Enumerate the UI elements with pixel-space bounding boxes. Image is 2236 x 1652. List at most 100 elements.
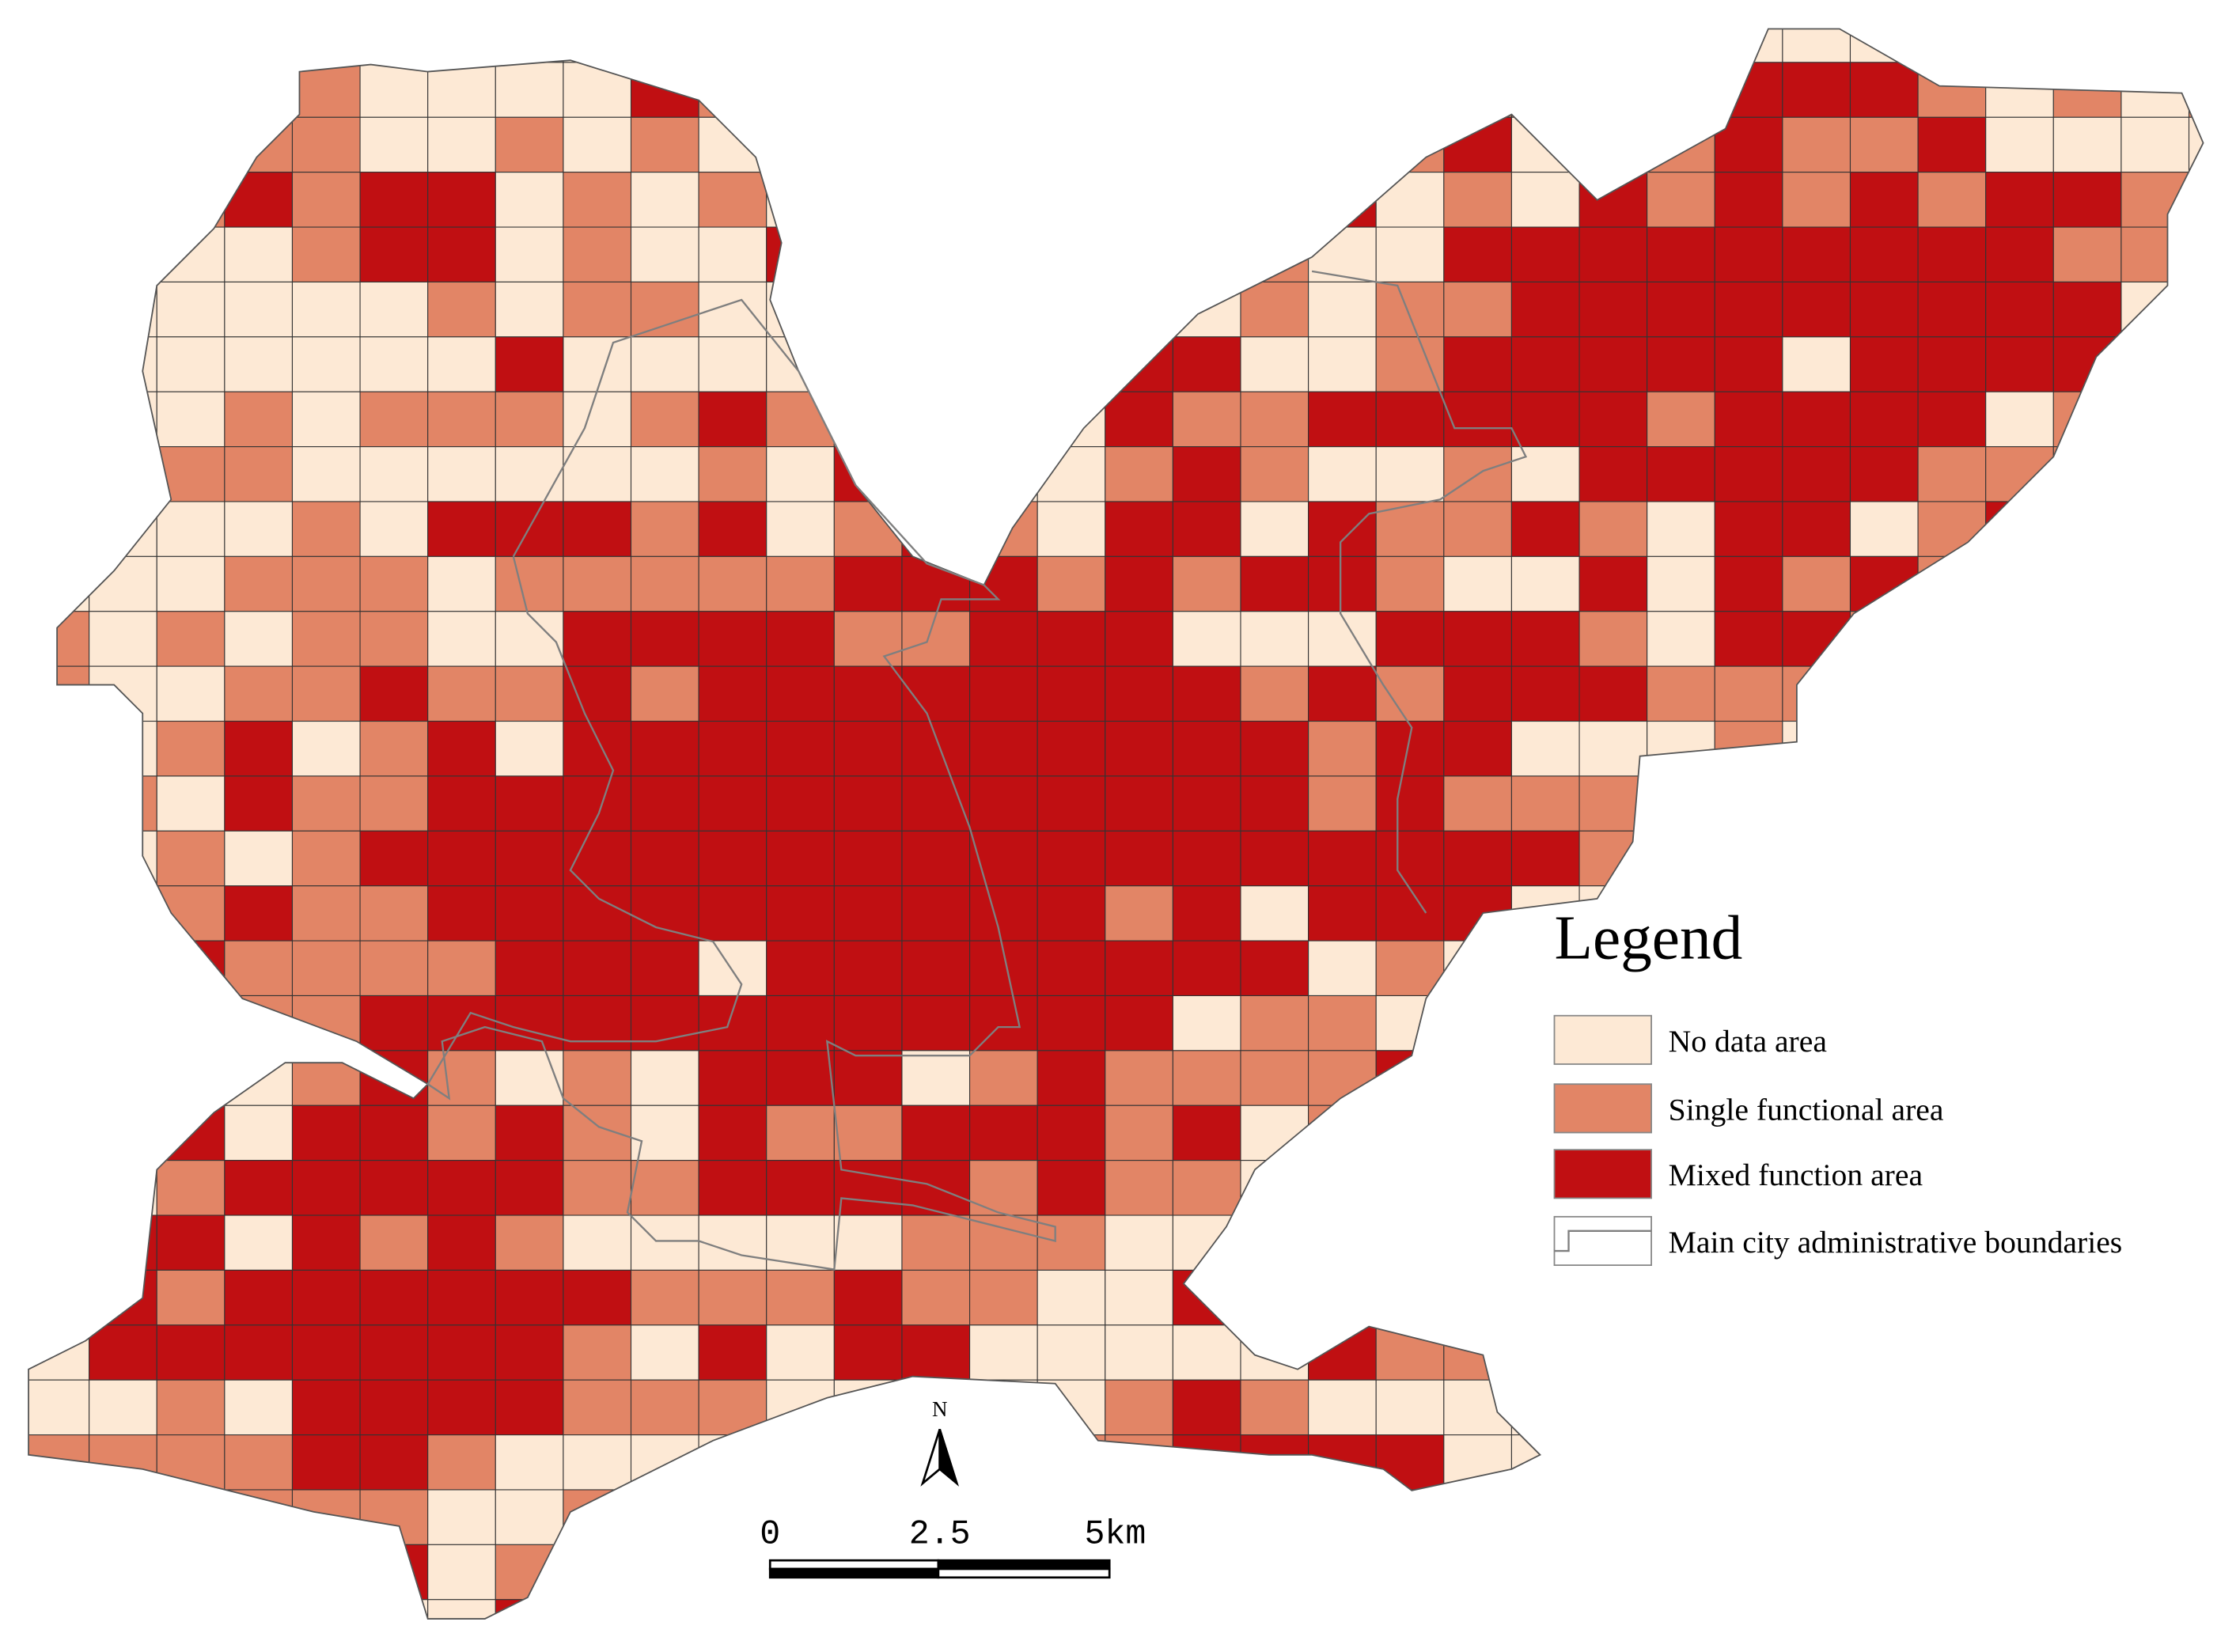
- grid-cell: [630, 1214, 699, 1271]
- grid-cell: [833, 1104, 903, 1161]
- grid-cell: [427, 1434, 496, 1491]
- grid-cell: [156, 1324, 225, 1381]
- scale-segment: [768, 1559, 940, 1571]
- grid-cell: [766, 1160, 835, 1216]
- grid-cell: [1917, 116, 1987, 173]
- grid-cell: [495, 172, 564, 228]
- grid-cell: [1714, 611, 1783, 667]
- grid-cell: [495, 336, 564, 392]
- grid-cell: [224, 336, 294, 392]
- grid-cell: [291, 446, 361, 502]
- grid-cell: [291, 555, 361, 612]
- grid-cell: [1714, 665, 1783, 722]
- grid-cell: [698, 501, 767, 557]
- grid-cell: [291, 940, 361, 997]
- grid-cell: [563, 1050, 632, 1106]
- grid-cell: [1037, 1104, 1106, 1161]
- grid-cell: [1037, 501, 1106, 557]
- grid-cell: [563, 501, 632, 557]
- grid-cell: [495, 1104, 564, 1161]
- grid-cell: [630, 830, 699, 887]
- grid-cell: [698, 281, 767, 338]
- grid-cell: [1443, 665, 1512, 722]
- grid-cell: [224, 226, 294, 282]
- grid-cell: [698, 172, 767, 228]
- grid-cell: [224, 1269, 294, 1326]
- grid-cell: [833, 555, 903, 612]
- grid-cell: [766, 1050, 835, 1106]
- grid-cell: [698, 1324, 767, 1381]
- grid-cell: [1308, 995, 1377, 1051]
- grid-cell: [1849, 172, 1919, 228]
- grid-cell: [291, 116, 361, 173]
- grid-cell: [833, 1269, 903, 1326]
- grid-cell: [1849, 281, 1919, 338]
- grid-cell: [1510, 775, 1580, 832]
- grid-cell: [1917, 172, 1987, 228]
- grid-cell: [901, 940, 971, 997]
- grid-cell: [1240, 775, 1309, 832]
- grid-cell: [495, 555, 564, 612]
- grid-cell: [427, 1599, 496, 1620]
- grid-cell: [427, 62, 496, 118]
- grid-cell: [359, 555, 429, 612]
- grid-cell: [1308, 501, 1377, 557]
- grid-cell: [1308, 611, 1377, 667]
- grid-cell: [766, 720, 835, 777]
- grid-cell: [359, 611, 429, 667]
- grid-cell: [698, 1269, 767, 1326]
- grid-cell: [359, 940, 429, 997]
- grid-cell: [1917, 281, 1987, 338]
- grid-cell: [495, 1214, 564, 1271]
- grid-cell: [1647, 172, 1715, 228]
- grid-cell: [1375, 665, 1445, 722]
- grid-cell: [427, 1324, 496, 1381]
- grid-cell: [495, 281, 564, 338]
- grid-cell: [1172, 611, 1241, 667]
- grid-cell: [1917, 336, 1987, 392]
- grid-cell: [1849, 116, 1919, 173]
- grid-cell: [1375, 336, 1445, 392]
- grid-cell: [291, 336, 361, 392]
- grid-cell: [630, 336, 699, 392]
- admin-boundary: [1311, 270, 1528, 914]
- grid-cell: [969, 1214, 1038, 1271]
- grid-cell: [698, 611, 767, 667]
- grid-cell: [1105, 501, 1173, 557]
- grid-cell: [563, 391, 632, 448]
- grid-cell: [1375, 720, 1445, 777]
- grid-cell: [1037, 830, 1106, 887]
- legend-line: [1554, 1230, 1652, 1252]
- north-arrow: N: [920, 1397, 960, 1487]
- grid-cell: [1172, 995, 1241, 1051]
- grid-cell: [969, 611, 1038, 667]
- grid-cell: [1037, 1214, 1106, 1271]
- grid-cell: [359, 885, 429, 942]
- grid-cell: [427, 116, 496, 173]
- grid-cell: [563, 336, 632, 392]
- grid-cell: [563, 830, 632, 887]
- grid-cell: [630, 1050, 699, 1106]
- grid-cell: [495, 446, 564, 502]
- grid-cell: [1578, 665, 1648, 722]
- grid-cell: [359, 116, 429, 173]
- grid-cell: [495, 1269, 564, 1326]
- grid-cell: [901, 1214, 971, 1271]
- grid-cell: [1240, 830, 1309, 887]
- legend-title: Legend: [1555, 904, 1743, 973]
- grid-cell: [833, 1050, 903, 1106]
- grid-cell: [833, 1324, 903, 1381]
- grid-cell: [698, 940, 767, 997]
- grid-cell: [833, 885, 903, 942]
- grid-cell: [901, 995, 971, 1051]
- grid-cell: [359, 226, 429, 282]
- grid-cell: [224, 555, 294, 612]
- grid-cell: [359, 830, 429, 887]
- grid-cell: [1172, 391, 1241, 448]
- grid-cell: [89, 1379, 157, 1436]
- grid-cell: [224, 501, 294, 557]
- grid-cell: [224, 446, 294, 502]
- grid-cell: [563, 446, 632, 502]
- grid-cell: [969, 995, 1038, 1051]
- grid-cell: [291, 1434, 361, 1491]
